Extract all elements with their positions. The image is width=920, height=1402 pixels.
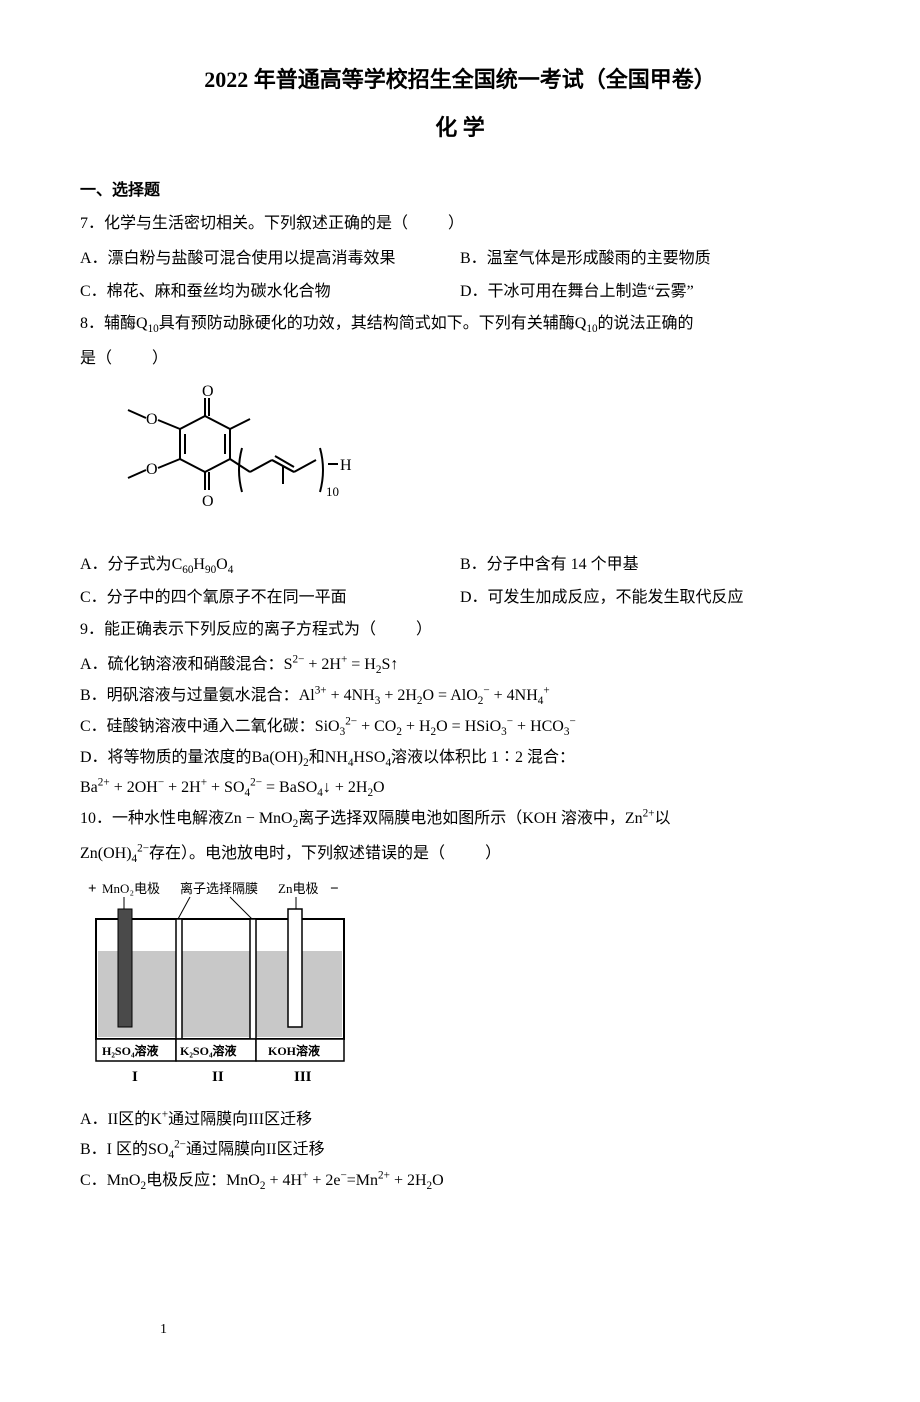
q10-option-a: A．II区的K+通过隔膜向III区迁移 [80, 1106, 840, 1135]
q8-option-a: A．分子式为C60H90O4 [80, 551, 460, 580]
q8-option-b: B．分子中含有 14 个甲基 [460, 551, 840, 580]
q8-label-o-left2: O [146, 461, 158, 478]
q9-stem: 9．能正确表示下列反应的离子方程式为（ [80, 621, 376, 638]
q10-zn-electrode-label: Zn电极 [278, 881, 318, 896]
q7-stem: 7．化学与生活密切相关。下列叙述正确的是（ [80, 215, 408, 232]
q9-option-a: A．硫化钠溶液和硝酸混合：S2− + 2H+ = H2S↑ [80, 651, 840, 680]
q10-minus-icon: − [330, 881, 339, 897]
q10-svg: + MnO₂电极 离子选择隔膜 Zn电极 − H₂SO₄溶液 K₂SO₄溶液 K… [80, 879, 380, 1089]
q8-options-row2: C．分子中的四个氧原子不在同一平面 D．可发生加成反应，不能发生取代反应 [80, 584, 840, 613]
q10-region-3: III [294, 1069, 312, 1085]
q7-options-row2: C．棉花、麻和蚕丝均为碳水化合物 D．干冰可用在舞台上制造“云雾” [80, 278, 840, 307]
q8-stem-c: 的说法正确的 [598, 315, 694, 332]
q9-option-c: C．硅酸钠溶液中通入二氧化碳：SiO32− + CO2 + H2O = HSiO… [80, 713, 840, 742]
q8-label-o-top: O [202, 384, 214, 400]
exam-title: 2022 年普通高等学校招生全国统一考试（全国甲卷） [80, 60, 840, 100]
q8-label-o-left1: O [146, 411, 158, 428]
q8-option-c: C．分子中的四个氧原子不在同一平面 [80, 584, 460, 613]
q10-sol-3-label: KOH溶液 [268, 1043, 320, 1058]
q8-options-row1: A．分子式为C60H90O4 B．分子中含有 14 个甲基 [80, 551, 840, 580]
question-7: 7．化学与生活密切相关。下列叙述正确的是（ ） [80, 210, 840, 239]
q9-option-b: B．明矾溶液与过量氨水混合：Al3+ + 4NH3 + 2H2O = AlO2−… [80, 682, 840, 711]
q10-region-1: I [132, 1069, 138, 1085]
q10-plus-icon: + [88, 881, 97, 897]
question-8-line2: 是（ ） [80, 345, 840, 374]
q8-q10-2: Q10 [575, 315, 598, 332]
question-8: 8．辅酶Q10具有预防动脉硬化的功效，其结构简式如下。下列有关辅酶Q10的说法正… [80, 310, 840, 339]
section-heading: 一、选择题 [80, 177, 840, 206]
q7-option-d: D．干冰可用在舞台上制造“云雾” [460, 278, 840, 307]
question-10-line2: Zn(OH)42−存在）。电池放电时，下列叙述错误的是（） [80, 840, 840, 869]
q8-q10-1: Q10 [136, 315, 159, 332]
q9-option-d-line1: D．将等物质的量浓度的Ba(OH)2和NH4HSO4溶液以体积比 1∶2 混合： [80, 744, 840, 773]
q8-stem-b: 具有预防动脉硬化的功效，其结构简式如下。下列有关辅酶 [159, 315, 575, 332]
q10-membrane-label: 离子选择隔膜 [180, 881, 258, 896]
q8-stem-a: 8．辅酶 [80, 315, 136, 332]
q8-option-d: D．可发生加成反应，不能发生取代反应 [460, 584, 840, 613]
q7-option-b: B．温室气体是形成酸雨的主要物质 [460, 245, 840, 274]
q8-svg: O O O O H 10 [80, 384, 360, 534]
page-number: 1 [160, 1317, 167, 1342]
exam-subject: 化 学 [80, 108, 840, 148]
q8-structure-figure: O O O O H 10 [80, 384, 840, 545]
question-10: 10．一种水性电解液Zn − MnO2离子选择双隔膜电池如图所示（KOH 溶液中… [80, 805, 840, 834]
q10-sol-2-label: K₂SO₄溶液 [180, 1043, 237, 1058]
q8-label-h: H [340, 457, 352, 474]
q9-option-d-line2: Ba2+ + 2OH− + 2H+ + SO42− = BaSO4↓ + 2H2… [80, 774, 840, 803]
question-9: 9．能正确表示下列反应的离子方程式为（ ） [80, 616, 840, 645]
q8-stem2: 是（ [80, 350, 112, 367]
q10-mno2-electrode-label: MnO₂电极 [102, 881, 160, 896]
q10-option-b: B．I 区的SO42−通过隔膜向II区迁移 [80, 1136, 840, 1165]
q9-stem-suffix: ） [416, 621, 432, 638]
q7-options-row1: A．漂白粉与盐酸可混合使用以提高消毒效果 B．温室气体是形成酸雨的主要物质 [80, 245, 840, 274]
q8-stem2-suffix: ） [152, 350, 168, 367]
q8-label-10: 10 [326, 484, 339, 499]
q7-option-a: A．漂白粉与盐酸可混合使用以提高消毒效果 [80, 245, 460, 274]
q7-stem-suffix: ） [448, 215, 464, 232]
q7-option-c: C．棉花、麻和蚕丝均为碳水化合物 [80, 278, 460, 307]
q10-cell-figure: + MnO₂电极 离子选择隔膜 Zn电极 − H₂SO₄溶液 K₂SO₄溶液 K… [80, 879, 840, 1100]
q10-region-2: II [212, 1069, 224, 1085]
q10-sol-1-label: H₂SO₄溶液 [102, 1043, 159, 1058]
q10-option-c: C．MnO2电极反应：MnO2 + 4H+ + 2e−=Mn2+ + 2H2O [80, 1167, 840, 1196]
q8-label-o-bottom: O [202, 493, 214, 510]
